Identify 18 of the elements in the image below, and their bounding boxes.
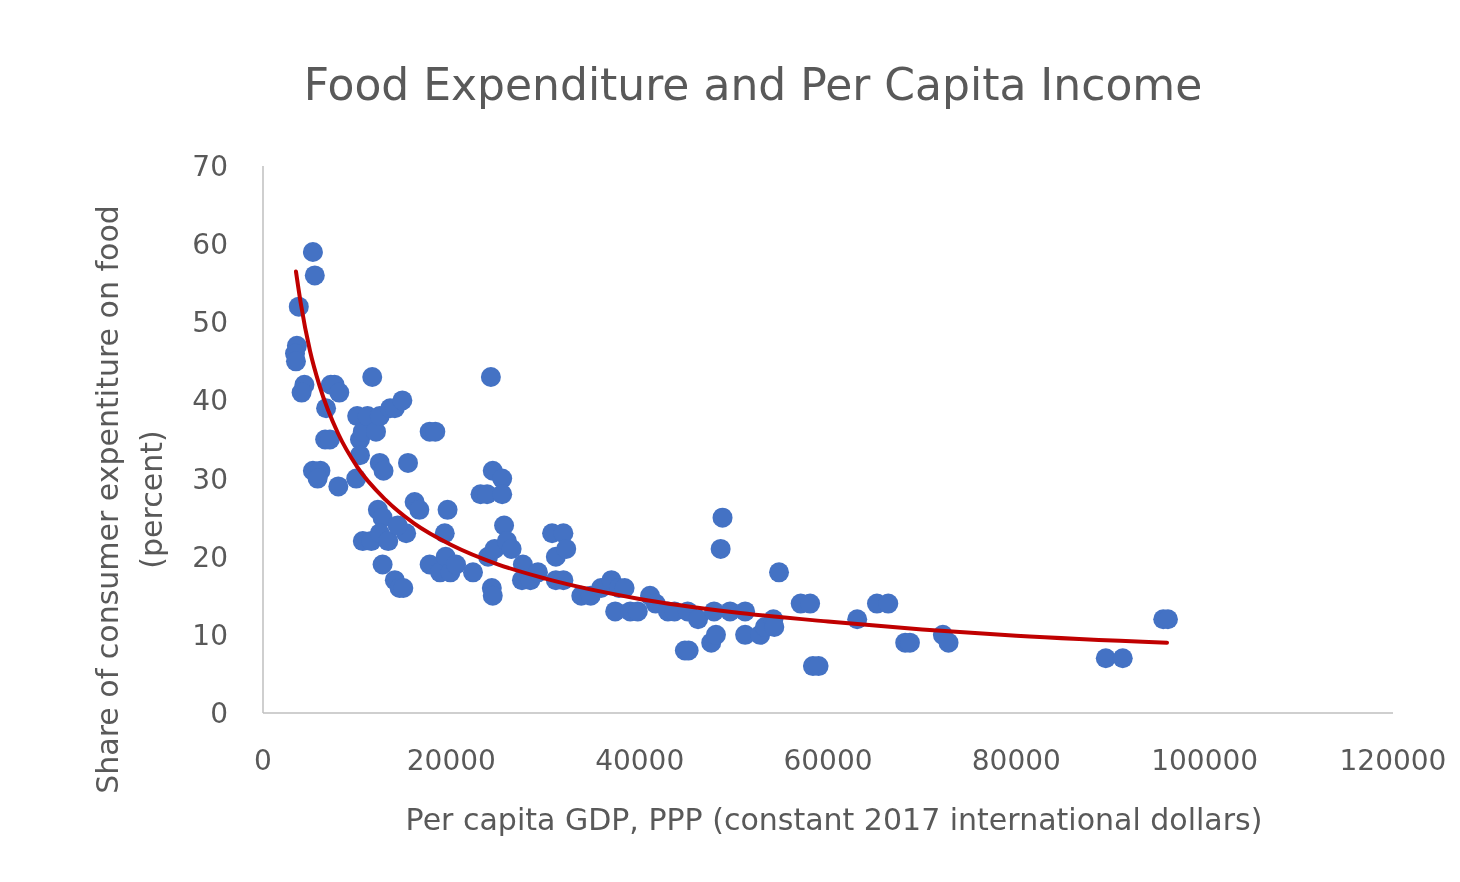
x-axis-title: Per capita GDP, PPP (constant 2017 international dollars): [405, 802, 1263, 837]
x-tick-label: 120000: [1339, 744, 1447, 777]
y-tick-label: 30: [192, 462, 228, 496]
y-tick-label: 20: [192, 540, 228, 574]
x-tick-label: 20000: [406, 744, 496, 777]
y-tick-label: 50: [192, 306, 228, 340]
chart-title: Food Expenditure and Per Capita Income: [303, 59, 1203, 110]
x-tick-label: 80000: [971, 744, 1061, 777]
x-tick-label: 60000: [783, 744, 873, 777]
y-tick-label: 0: [210, 697, 228, 730]
y-axis-title: Share of consumer expentiture on food (percent): [90, 205, 169, 794]
x-tick-label: 100000: [1151, 744, 1259, 777]
y-tick-label: 10: [192, 618, 228, 652]
y-tick-label: 40: [192, 384, 228, 418]
x-tick-label: 40000: [595, 744, 685, 777]
y-tick-label: 70: [192, 150, 228, 183]
y-tick-label: 60: [192, 228, 228, 262]
x-tick-label: 0: [254, 744, 272, 777]
